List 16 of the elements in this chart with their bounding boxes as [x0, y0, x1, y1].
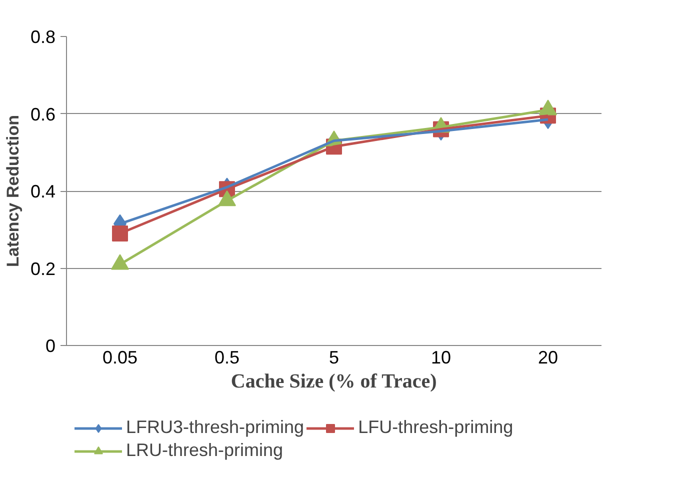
y-tick-label: 0 — [45, 336, 56, 356]
legend-label: LFRU3-thresh-priming — [126, 417, 304, 438]
y-tick-label: 0.2 — [30, 258, 56, 279]
y-tick-label: 0.4 — [30, 182, 56, 202]
y-axis-title: Latency Reduction — [3, 114, 22, 268]
point — [112, 225, 128, 242]
x-tick-label: 20 — [538, 348, 558, 368]
x-tick-label: 5 — [328, 348, 340, 368]
legend-label: LFU-thresh-priming — [358, 417, 514, 438]
x-tick-label: 0.5 — [214, 348, 240, 368]
y-tick-label: 0.6 — [30, 104, 56, 124]
x-axis-title: Cache Size (% of Trace) — [230, 370, 437, 392]
x-tick-label: 10 — [430, 348, 452, 368]
x-tick-label: 0.05 — [102, 348, 138, 368]
legend-label: LRU-thresh-priming — [126, 440, 284, 461]
y-tick-label: 0.8 — [30, 27, 56, 47]
